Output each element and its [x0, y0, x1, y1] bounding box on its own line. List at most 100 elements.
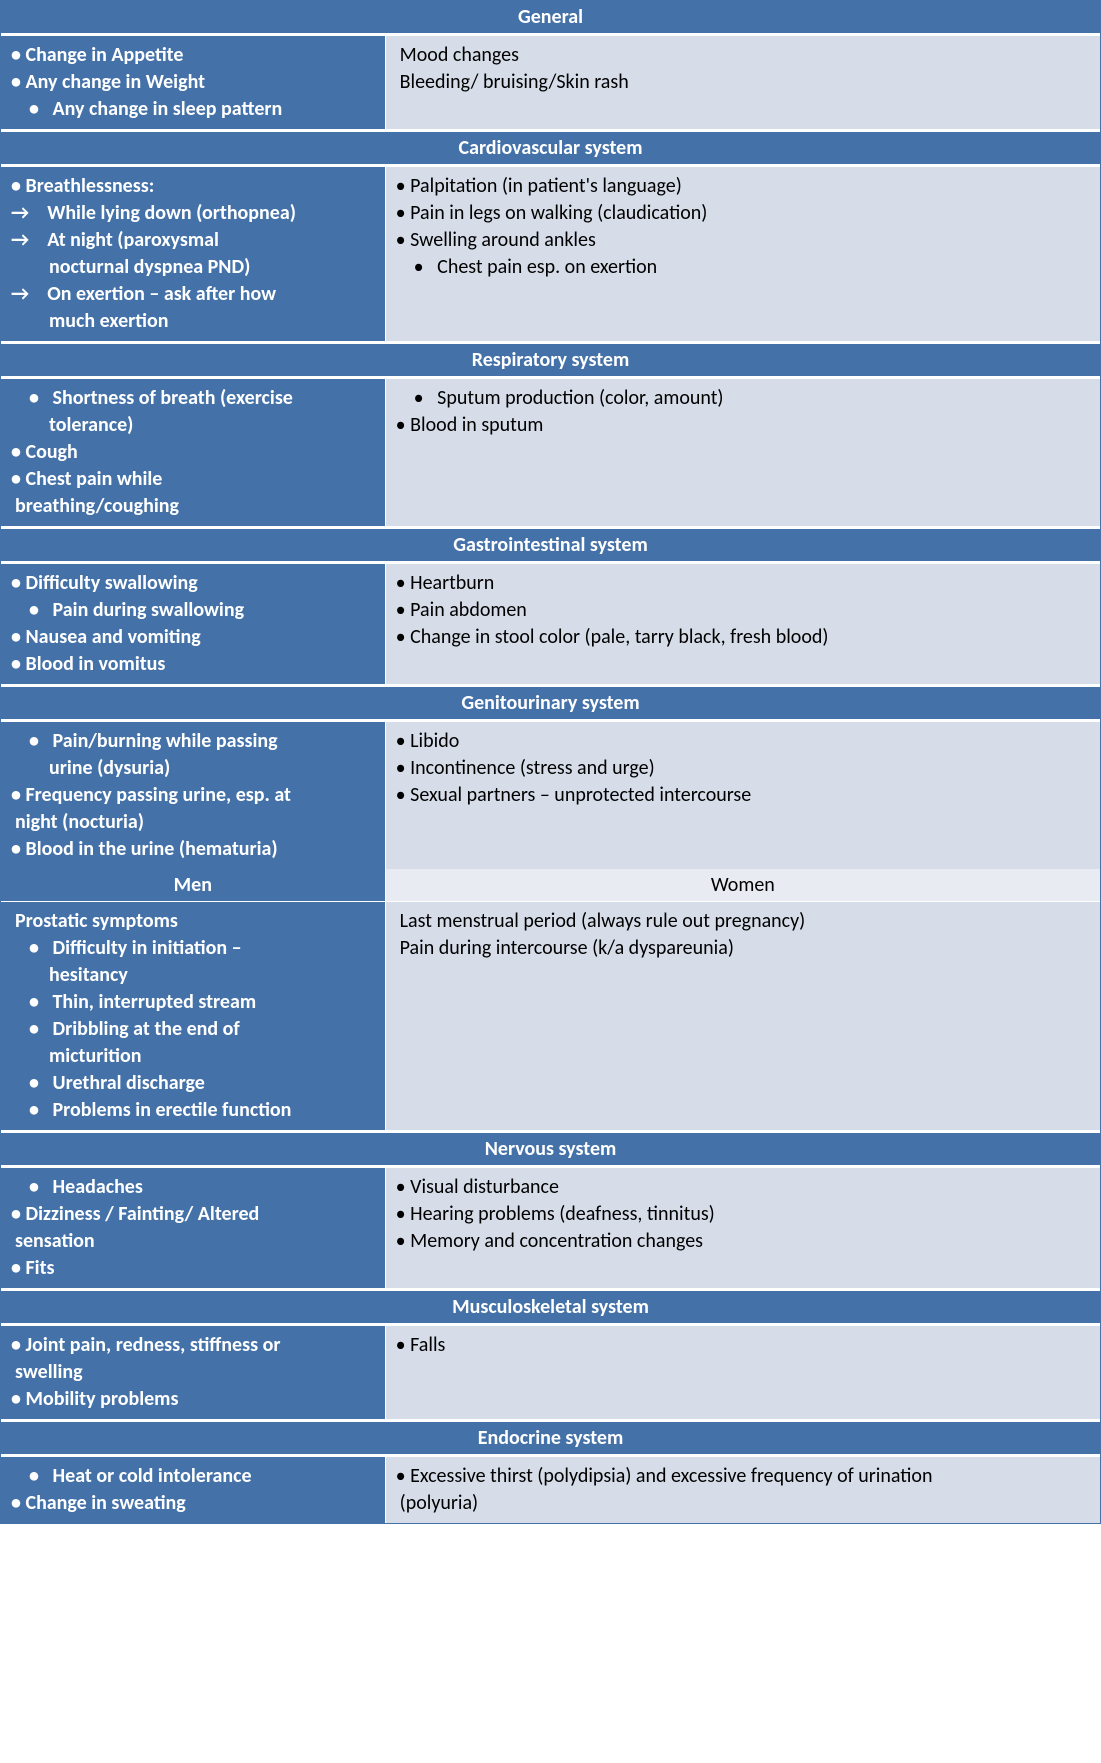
list-item: Pain during intercourse (k/a dyspareunia… — [396, 935, 1090, 962]
systems-review-table: General Change in AppetiteAny change in … — [0, 0, 1101, 1524]
list-item: Visual disturbance — [396, 1174, 1090, 1201]
list-item: Pain during swallowing — [11, 597, 375, 624]
gu-sub-right: Last menstrual period (always rule out p… — [386, 902, 1100, 1130]
nervous-left: HeadachesDizziness / Fainting/ Alteredse… — [1, 1168, 386, 1288]
list-item: Incontinence (stress and urge) — [396, 755, 1090, 782]
section-header-gu: Genitourinary system — [1, 687, 1100, 722]
list-item: Blood in the urine (hematuria) — [11, 836, 375, 863]
list-item: Any change in sleep pattern — [11, 96, 375, 123]
gi-right: HeartburnPain abdomenChange in stool col… — [386, 564, 1100, 684]
gu-sub-women-header: Women — [386, 869, 1100, 901]
list-item: Breathlessness: — [11, 173, 375, 200]
section-row-gi: Difficulty swallowingPain during swallow… — [1, 564, 1100, 687]
gi-left: Difficulty swallowingPain during swallow… — [1, 564, 386, 684]
section-header-gi: Gastrointestinal system — [1, 529, 1100, 564]
list-item: Change in stool color (pale, tarry black… — [396, 624, 1090, 651]
list-item: Nausea and vomiting — [11, 624, 375, 651]
cardio-right: Palpitation (in patient's language)Pain … — [386, 167, 1100, 341]
list-item: Heat or cold intolerance — [11, 1463, 375, 1490]
list-item: On exertion – ask after how — [11, 281, 375, 308]
list-item: Blood in sputum — [396, 412, 1090, 439]
list-item: hesitancy — [11, 962, 375, 989]
list-item: Dizziness / Fainting/ Altered — [11, 1201, 375, 1228]
gu-sub-men-header: Men — [1, 869, 386, 901]
list-item: Mood changes — [396, 42, 1090, 69]
endo-left: Heat or cold intoleranceChange in sweati… — [1, 1457, 386, 1523]
list-item: Blood in vomitus — [11, 651, 375, 678]
list-item: swelling — [11, 1359, 375, 1386]
list-item: While lying down (orthopnea) — [11, 200, 375, 227]
list-item: At night (paroxysmal — [11, 227, 375, 254]
list-item: Dribbling at the end of — [11, 1016, 375, 1043]
list-item: Sputum production (color, amount) — [396, 385, 1090, 412]
section-header-msk: Musculoskeletal system — [1, 1291, 1100, 1326]
list-item: night (nocturia) — [11, 809, 375, 836]
gu-subheader: Men Women — [1, 869, 1100, 902]
list-item: Change in Appetite — [11, 42, 375, 69]
endo-right: Excessive thirst (polydipsia) and excess… — [386, 1457, 1100, 1523]
list-item: micturition — [11, 1043, 375, 1070]
list-item: Sexual partners – unprotected intercours… — [396, 782, 1090, 809]
section-row-cardio: Breathlessness:While lying down (orthopn… — [1, 167, 1100, 344]
msk-left: Joint pain, redness, stiffness orswellin… — [1, 1326, 386, 1419]
list-item: Urethral discharge — [11, 1070, 375, 1097]
list-item: Excessive thirst (polydipsia) and excess… — [396, 1463, 1090, 1490]
list-item: Bleeding/ bruising/Skin rash — [396, 69, 1090, 96]
list-item: (polyuria) — [396, 1490, 1090, 1517]
list-item: nocturnal dyspnea PND) — [11, 254, 375, 281]
list-item: Difficulty swallowing — [11, 570, 375, 597]
list-item: much exertion — [11, 308, 375, 335]
section-row-resp: Shortness of breath (exercisetolerance)C… — [1, 379, 1100, 529]
msk-right: Falls — [386, 1326, 1100, 1419]
section-row-gu: Pain/burning while passingurine (dysuria… — [1, 722, 1100, 869]
section-header-general: General — [1, 1, 1100, 36]
section-header-nervous: Nervous system — [1, 1133, 1100, 1168]
list-item: Thin, interrupted stream — [11, 989, 375, 1016]
section-header-resp: Respiratory system — [1, 344, 1100, 379]
gu-right: LibidoIncontinence (stress and urge)Sexu… — [386, 722, 1100, 869]
section-row-nervous: HeadachesDizziness / Fainting/ Alteredse… — [1, 1168, 1100, 1291]
section-row-msk: Joint pain, redness, stiffness orswellin… — [1, 1326, 1100, 1422]
general-left: Change in AppetiteAny change in WeightAn… — [1, 36, 386, 129]
list-item: Hearing problems (deafness, tinnitus) — [396, 1201, 1090, 1228]
list-item: Pain abdomen — [396, 597, 1090, 624]
list-item: tolerance) — [11, 412, 375, 439]
nervous-right: Visual disturbanceHearing problems (deaf… — [386, 1168, 1100, 1288]
list-item: urine (dysuria) — [11, 755, 375, 782]
list-item: Joint pain, redness, stiffness or — [11, 1332, 375, 1359]
section-header-cardio: Cardiovascular system — [1, 132, 1100, 167]
list-item: Chest pain esp. on exertion — [396, 254, 1090, 281]
list-item: Cough — [11, 439, 375, 466]
list-item: Headaches — [11, 1174, 375, 1201]
list-item: Pain/burning while passing — [11, 728, 375, 755]
list-item: Libido — [396, 728, 1090, 755]
list-item: Any change in Weight — [11, 69, 375, 96]
list-item: Prostatic symptoms — [11, 908, 375, 935]
list-item: Shortness of breath (exercise — [11, 385, 375, 412]
section-row-general: Change in AppetiteAny change in WeightAn… — [1, 36, 1100, 132]
list-item: Frequency passing urine, esp. at — [11, 782, 375, 809]
gu-left: Pain/burning while passingurine (dysuria… — [1, 722, 386, 869]
general-right: Mood changesBleeding/ bruising/Skin rash — [386, 36, 1100, 129]
list-item: Heartburn — [396, 570, 1090, 597]
resp-right: Sputum production (color, amount)Blood i… — [386, 379, 1100, 526]
list-item: Difficulty in initiation – — [11, 935, 375, 962]
list-item: Pain in legs on walking (claudication) — [396, 200, 1090, 227]
section-row-gu-sub: Prostatic symptomsDifficulty in initiati… — [1, 902, 1100, 1133]
list-item: breathing/coughing — [11, 493, 375, 520]
list-item: Change in sweating — [11, 1490, 375, 1517]
list-item: Chest pain while — [11, 466, 375, 493]
list-item: Swelling around ankles — [396, 227, 1090, 254]
list-item: Falls — [396, 1332, 1090, 1359]
list-item: Mobility problems — [11, 1386, 375, 1413]
list-item: Palpitation (in patient's language) — [396, 173, 1090, 200]
list-item: Problems in erectile function — [11, 1097, 375, 1124]
list-item: sensation — [11, 1228, 375, 1255]
list-item: Memory and concentration changes — [396, 1228, 1090, 1255]
cardio-left: Breathlessness:While lying down (orthopn… — [1, 167, 386, 341]
section-row-endo: Heat or cold intoleranceChange in sweati… — [1, 1457, 1100, 1523]
resp-left: Shortness of breath (exercisetolerance)C… — [1, 379, 386, 526]
gu-sub-left: Prostatic symptomsDifficulty in initiati… — [1, 902, 386, 1130]
list-item: Fits — [11, 1255, 375, 1282]
list-item: Last menstrual period (always rule out p… — [396, 908, 1090, 935]
